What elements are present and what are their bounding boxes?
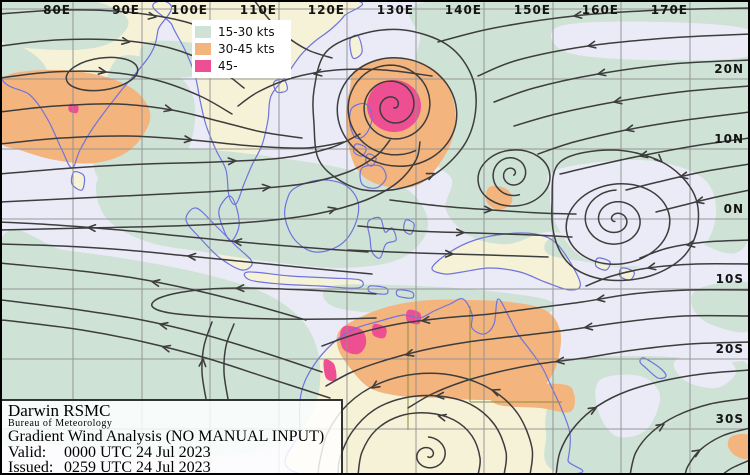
longitude-label-90E: 90E (112, 3, 140, 17)
agency-name: Bureau of Meteorology (8, 418, 113, 429)
latitude-label-10S: 10S (715, 272, 744, 286)
longitude-label-160E: 160E (581, 3, 619, 17)
longitude-label-130E: 130E (376, 3, 414, 17)
latitude-label-0N: 0N (723, 202, 744, 216)
legend-label: 15-30 kts (218, 24, 275, 39)
longitude-label-120E: 120E (307, 3, 345, 17)
latitude-label-20N: 20N (714, 62, 744, 76)
product-subtitle: Gradient Wind Analysis (NO MANUAL INPUT) (8, 428, 325, 445)
product-info-box: Darwin RSMC Bureau of Meteorology Gradie… (2, 399, 343, 475)
issued-time-row: Issued: 0259 UTC 24 Jul 2023 (8, 460, 341, 475)
coastline-layer (0, 0, 667, 475)
issued-value: 0259 UTC 24 Jul 2023 (64, 459, 211, 475)
valid-label: Valid: (8, 444, 47, 461)
legend-item: 45- (195, 57, 287, 74)
latitude-label-30S: 30S (715, 412, 744, 426)
longitude-label-170E: 170E (650, 3, 688, 17)
issued-label: Issued: (8, 459, 54, 475)
longitude-label-140E: 140E (444, 3, 482, 17)
latitude-label-10N: 10N (714, 132, 744, 146)
wind-speed-legend: 15-30 kts 30-45 kts 45- (192, 20, 291, 78)
valid-time-row: Valid: 0000 UTC 24 Jul 2023 (8, 444, 341, 461)
legend-label: 30-45 kts (218, 41, 275, 56)
legend-swatch-icon (195, 42, 211, 55)
latitude-label-20S: 20S (715, 342, 744, 356)
legend-label: 45- (218, 58, 238, 73)
valid-value: 0000 UTC 24 Jul 2023 (64, 444, 211, 461)
longitude-label-100E: 100E (170, 3, 208, 17)
legend-swatch-icon (195, 59, 211, 72)
longitude-label-80E: 80E (43, 3, 71, 17)
legend-item: 15-30 kts (195, 23, 287, 40)
legend-swatch-icon (195, 25, 211, 38)
longitude-label-150E: 150E (513, 3, 551, 17)
legend-item: 30-45 kts (195, 40, 287, 57)
longitude-label-110E: 110E (239, 3, 277, 17)
product-title: Darwin RSMC (8, 401, 111, 420)
